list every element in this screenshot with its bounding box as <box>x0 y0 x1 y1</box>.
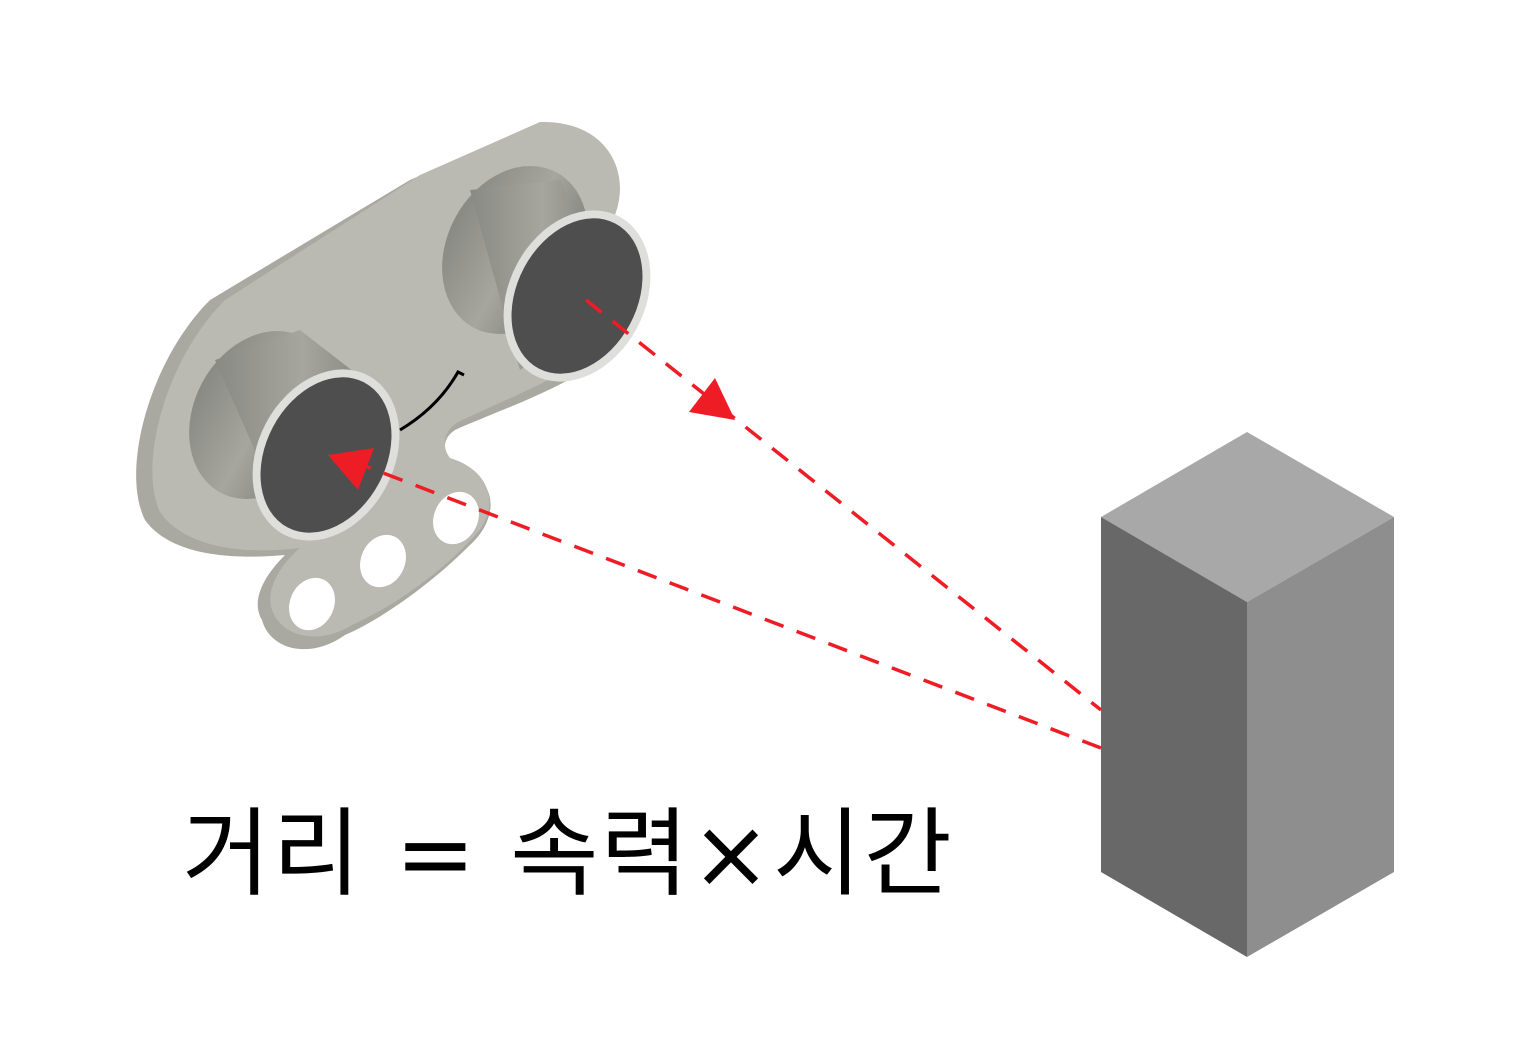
ultrasonic-sensor-icon <box>136 121 651 650</box>
arrowhead-icon <box>328 448 374 490</box>
transmitter-transducer <box>442 165 651 382</box>
mount-hole <box>433 491 479 545</box>
receiver-transducer <box>189 330 400 541</box>
arrowhead-icon <box>689 378 735 420</box>
box-left-face <box>1101 517 1247 957</box>
box-top <box>1101 432 1394 602</box>
box-right-face <box>1247 517 1394 957</box>
transducer-face <box>511 218 643 374</box>
emitted-wave-path <box>584 298 1103 712</box>
mount-hole <box>360 534 406 588</box>
obstacle-box-icon <box>1101 432 1394 957</box>
mount-hole <box>289 577 335 631</box>
transducer-face <box>260 377 392 533</box>
echo-wave-path <box>328 448 1102 750</box>
sensor-wire <box>399 370 465 432</box>
distance-formula: 거리 = 속력×시간 <box>182 798 954 910</box>
